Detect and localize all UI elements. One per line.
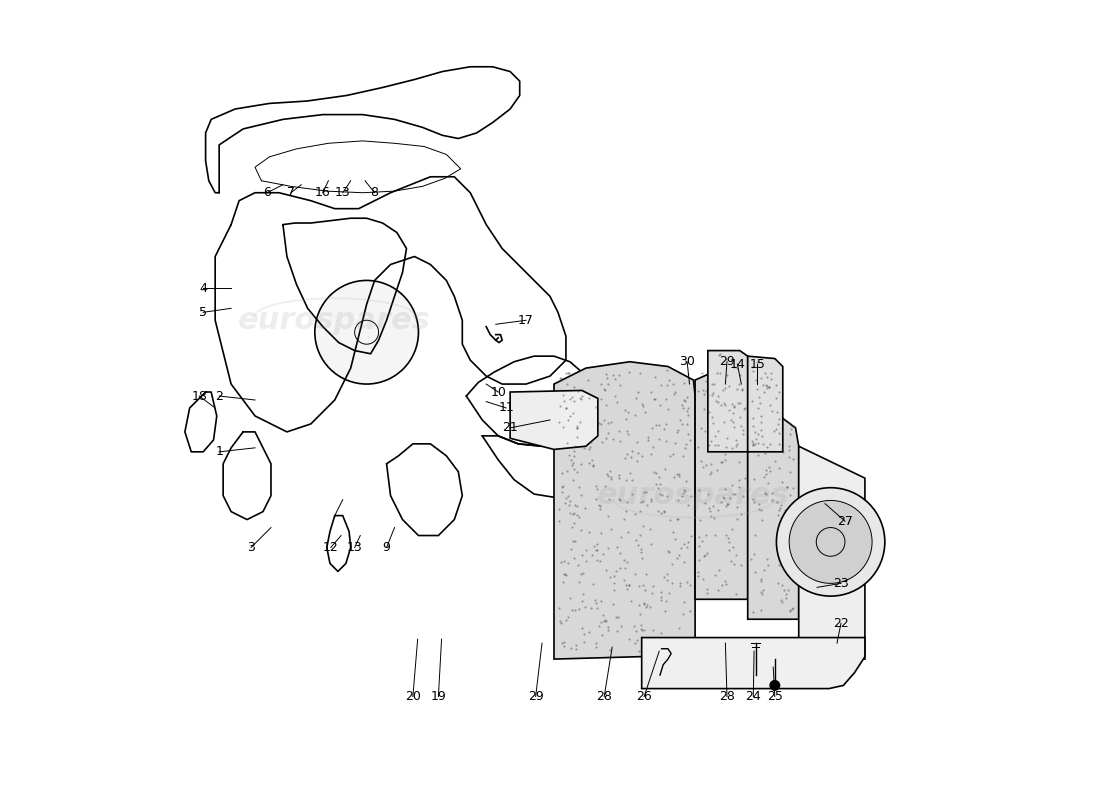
Text: 16: 16 — [315, 186, 331, 199]
Polygon shape — [748, 356, 783, 452]
Text: 28: 28 — [596, 690, 612, 703]
Text: 9: 9 — [383, 541, 390, 554]
Text: 2: 2 — [216, 390, 223, 402]
Circle shape — [770, 681, 780, 690]
Text: 12: 12 — [323, 541, 339, 554]
Text: 4: 4 — [199, 282, 207, 295]
Circle shape — [777, 488, 884, 596]
Text: 20: 20 — [405, 690, 421, 703]
Polygon shape — [695, 366, 748, 599]
Text: 11: 11 — [498, 402, 514, 414]
Text: 14: 14 — [729, 358, 745, 370]
Text: 26: 26 — [636, 690, 652, 703]
Text: 23: 23 — [833, 577, 849, 590]
Text: 8: 8 — [371, 186, 378, 199]
Circle shape — [789, 501, 872, 583]
Text: 3: 3 — [248, 541, 255, 554]
Text: 5: 5 — [199, 306, 207, 319]
Text: 24: 24 — [746, 690, 761, 703]
Text: 10: 10 — [491, 386, 506, 398]
Polygon shape — [799, 446, 865, 659]
Text: 18: 18 — [191, 390, 207, 402]
Text: 28: 28 — [719, 690, 735, 703]
Text: eurospares: eurospares — [597, 481, 790, 510]
Text: 7: 7 — [287, 186, 295, 199]
Text: 17: 17 — [518, 314, 534, 326]
Polygon shape — [641, 638, 865, 689]
Text: 15: 15 — [749, 358, 766, 370]
Text: 27: 27 — [837, 514, 852, 528]
Polygon shape — [554, 362, 695, 659]
Text: 13: 13 — [334, 186, 351, 199]
Circle shape — [315, 281, 418, 384]
Text: eurospares: eurospares — [239, 306, 431, 334]
Text: 30: 30 — [679, 355, 695, 368]
Text: 25: 25 — [767, 690, 783, 703]
Text: 19: 19 — [430, 690, 447, 703]
Text: 1: 1 — [216, 446, 223, 458]
Text: 22: 22 — [833, 617, 849, 630]
Text: 21: 21 — [503, 422, 518, 434]
Text: 13: 13 — [346, 541, 363, 554]
Polygon shape — [748, 416, 799, 619]
Polygon shape — [510, 390, 597, 450]
Text: 6: 6 — [263, 186, 271, 199]
Text: 29: 29 — [528, 690, 543, 703]
Polygon shape — [708, 350, 748, 452]
Text: 29: 29 — [719, 355, 735, 368]
